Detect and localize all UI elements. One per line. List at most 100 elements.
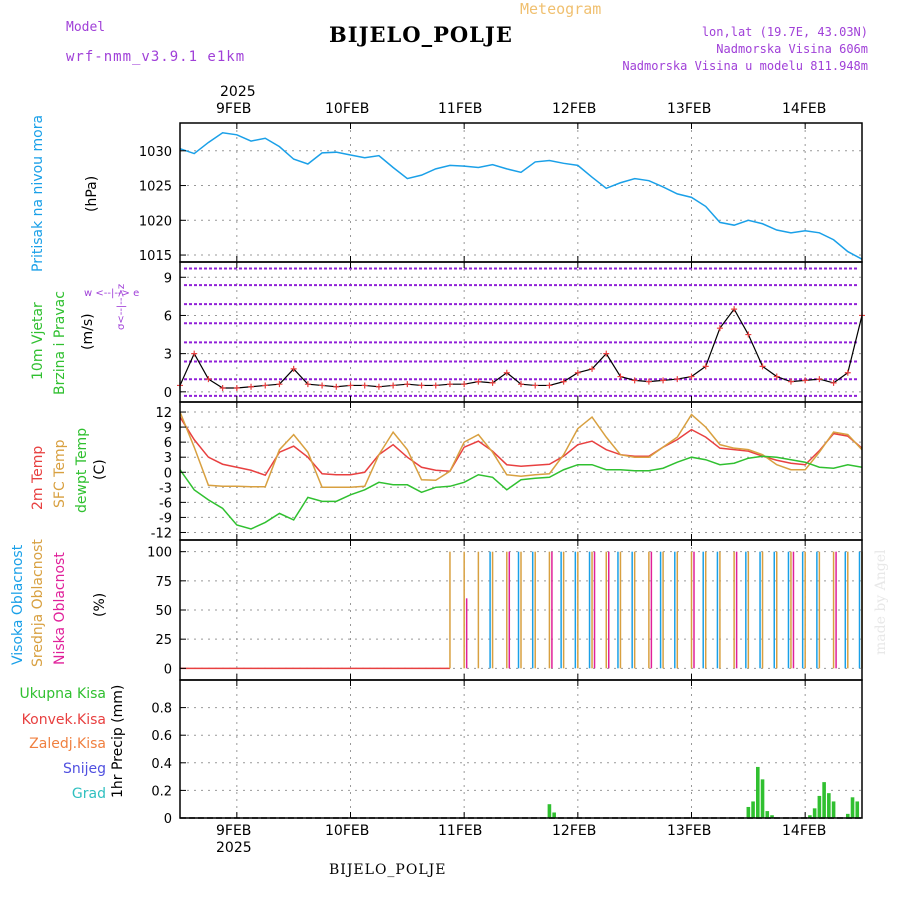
model-label: Model xyxy=(66,20,106,35)
precip-bar xyxy=(552,812,556,818)
precip-bar xyxy=(855,801,860,818)
y-tick-label: 0 xyxy=(164,386,172,401)
precip-bar xyxy=(751,801,755,818)
y-tick-label: 6 xyxy=(164,436,172,451)
top-day-label: 9FEB xyxy=(216,101,252,117)
precip-bar xyxy=(746,806,751,818)
wind-speed-marker xyxy=(475,378,482,385)
y-tick-label: -3 xyxy=(159,481,172,496)
meteogram-label: Meteogram xyxy=(520,0,602,18)
precip-bar xyxy=(812,808,817,818)
wind-speed-marker xyxy=(830,379,837,386)
y-tick-label: 0.8 xyxy=(151,702,172,717)
wind-speed-marker xyxy=(787,378,794,385)
top-day-label: 13FEB xyxy=(667,101,712,117)
top-day-label: 10FEB xyxy=(325,101,370,117)
wind-speed-marker xyxy=(759,363,766,370)
wind-speed-marker xyxy=(361,382,368,389)
top-year-label: 2025 xyxy=(220,84,256,100)
wind-speed-marker xyxy=(589,365,596,372)
precip-bar xyxy=(827,793,831,818)
wind-speed-marker xyxy=(503,369,510,376)
y-tick-label: 3 xyxy=(164,451,172,466)
dewpt-line xyxy=(179,455,863,530)
wind-speed-marker xyxy=(816,376,823,383)
precip-hail-label: Grad xyxy=(71,786,106,802)
wind-speed-marker xyxy=(489,379,496,386)
wind-speed-marker xyxy=(773,373,780,380)
y-tick-label: 0.4 xyxy=(151,757,172,772)
precip-bar xyxy=(770,815,774,818)
y-tick-label: 1015 xyxy=(139,249,172,264)
grid-layer xyxy=(180,123,862,819)
precip-bar xyxy=(547,804,552,818)
precip-bar xyxy=(850,797,855,818)
y-tick-label: 1030 xyxy=(139,145,172,160)
wind-speed-marker xyxy=(290,365,297,372)
precip-bar xyxy=(808,815,812,818)
wind-speed-marker xyxy=(560,378,567,385)
wind-speed-marker xyxy=(248,383,255,390)
panel-frame xyxy=(179,122,863,263)
data-layer xyxy=(177,131,865,819)
precip-conv-label: Konvek.Kisa xyxy=(21,712,106,728)
footer-station: BIJELO_POLJE xyxy=(329,862,447,878)
bottom-day-label: 9FEB xyxy=(216,823,252,839)
wind-speed-marker xyxy=(745,331,752,338)
wind-speed-marker xyxy=(645,378,652,385)
wind-speed-marker xyxy=(532,382,539,389)
wind-speed-marker xyxy=(461,381,468,388)
wind-speed-marker xyxy=(702,363,709,370)
wind-speed-marker xyxy=(375,383,382,390)
t2m-line xyxy=(179,416,863,477)
y-tick-label: 0 xyxy=(164,812,172,827)
y-tick-label: 0 xyxy=(164,466,172,481)
wind-speed-marker xyxy=(446,381,453,388)
precip-total-label: Ukupna Kisa xyxy=(19,686,106,702)
wind-speed-marker xyxy=(660,377,667,384)
wind-speed-marker xyxy=(390,382,397,389)
precip-bar xyxy=(756,766,760,818)
precip-bar xyxy=(822,782,826,818)
wind-speed-line xyxy=(179,307,863,389)
wind-speed-marker xyxy=(432,382,439,389)
model-altitude-label: Nadmorska Visina u modelu 811.948m xyxy=(622,59,868,73)
wind-speed-marker xyxy=(674,376,681,383)
precip-bar xyxy=(760,779,765,818)
wind-speed-marker xyxy=(617,373,624,380)
wind-speed-marker xyxy=(333,383,340,390)
y-tick-label: -9 xyxy=(159,511,172,526)
bottom-day-label: 14FEB xyxy=(782,823,827,839)
y-tick-label: 1020 xyxy=(139,214,172,229)
wind-speed-marker xyxy=(191,350,198,357)
y-tick-label: 0 xyxy=(164,662,172,677)
top-day-label: 11FEB xyxy=(438,101,483,117)
y-tick-label: 75 xyxy=(155,575,172,590)
wind-speed-marker xyxy=(319,382,326,389)
y-tick-label: -12 xyxy=(151,526,172,541)
wind-speed-marker xyxy=(418,382,425,389)
wind-speed-marker xyxy=(546,382,553,389)
wind-speed-marker xyxy=(631,377,638,384)
pressure-line xyxy=(179,131,863,260)
wind-speed-marker xyxy=(844,369,851,376)
y-tick-label: 1025 xyxy=(139,180,172,195)
sfc-temp-line xyxy=(179,411,863,489)
wind-speed-marker xyxy=(304,381,311,388)
panel-frame xyxy=(179,401,863,541)
y-tick-label: 50 xyxy=(155,604,172,619)
top-day-label: 14FEB xyxy=(782,101,827,117)
bottom-day-label: 12FEB xyxy=(552,823,597,839)
wind-speed-marker xyxy=(404,381,411,388)
wind-speed-marker xyxy=(574,369,581,376)
panel-frame xyxy=(179,679,863,819)
y-tick-label: 25 xyxy=(155,633,172,648)
model-value: wrf-nmm_v3.9.1 e1km xyxy=(66,49,246,65)
wind-speed-marker xyxy=(688,373,695,380)
wind-speed-marker xyxy=(347,382,354,389)
wind-speed-marker xyxy=(233,385,240,391)
precip-frozen-label: Zaledj.Kisa xyxy=(29,736,106,752)
wind-speed-marker xyxy=(205,376,212,383)
wind-speed-marker xyxy=(276,381,283,388)
